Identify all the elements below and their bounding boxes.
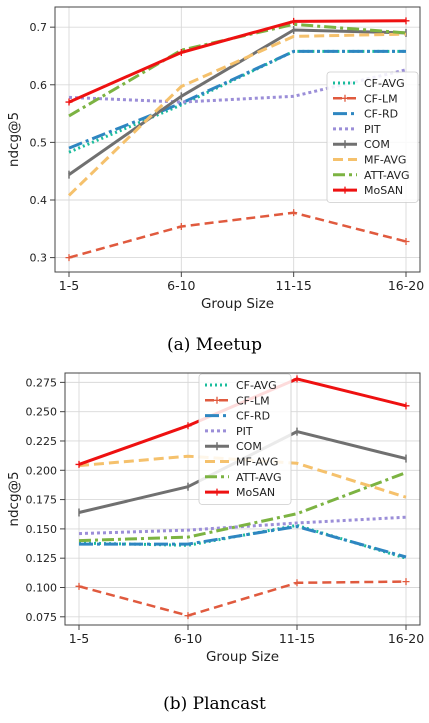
legend-marker bbox=[213, 488, 221, 496]
legend-marker bbox=[213, 396, 221, 404]
series-mosan bbox=[65, 17, 410, 106]
y-axis-label: ndcg@5 bbox=[6, 471, 22, 526]
x-tick-label: 16-20 bbox=[388, 278, 424, 293]
legend: CF-AVG CF-LM CF-RD PIT COM MF-AVG ATT-AVG MoSAN bbox=[198, 373, 292, 505]
legend: CF-AVG CF-LM CF-RD PIT COM MF-AVG ATT-AVG MoSAN bbox=[326, 71, 419, 203]
data-point bbox=[290, 209, 298, 217]
series-line bbox=[68, 28, 407, 176]
legend-label: ATT-AVG bbox=[236, 471, 282, 484]
plancast-figure: 0.075 0.100 0.125 0.150 0.175 0.200 0.225 0.250… bbox=[0, 362, 429, 723]
y-tick-label: 0.4 bbox=[30, 194, 48, 207]
series-cf-lm bbox=[65, 209, 410, 262]
series-cf-lm bbox=[75, 578, 410, 620]
series-line bbox=[78, 580, 407, 617]
legend-box bbox=[326, 71, 419, 203]
legend-label: CF-AVG bbox=[364, 77, 405, 90]
x-tick-label: 11-15 bbox=[276, 278, 312, 293]
data-point bbox=[402, 17, 410, 25]
series-line bbox=[67, 32, 407, 197]
data-point bbox=[402, 578, 410, 586]
meetup-caption: (a) Meetup bbox=[167, 335, 262, 355]
y-tick-label: 0.5 bbox=[30, 136, 48, 149]
series-line bbox=[68, 49, 406, 154]
data-point bbox=[402, 237, 410, 245]
legend-label: COM bbox=[236, 440, 262, 453]
series-att-avg bbox=[78, 471, 407, 543]
plot-frame bbox=[64, 372, 421, 626]
y-axis-label: ndcg@5 bbox=[6, 112, 22, 167]
y-tick-label: 0.225 bbox=[26, 435, 58, 448]
y-tick-label: 0.7 bbox=[30, 21, 48, 34]
series-com bbox=[68, 26, 407, 179]
series-cf-rd bbox=[68, 49, 406, 150]
x-axis-label: Group Size bbox=[201, 296, 274, 312]
y-tick-label: 0.6 bbox=[30, 79, 48, 92]
legend-label: CF-LM bbox=[364, 92, 398, 105]
legend-label: CF-LM bbox=[236, 394, 270, 407]
series-mf-avg bbox=[67, 32, 407, 197]
series-line bbox=[68, 211, 407, 259]
data-point bbox=[65, 254, 73, 262]
data-point bbox=[184, 422, 192, 430]
legend-label: CF-AVG bbox=[236, 379, 277, 392]
series-mf-avg bbox=[78, 454, 407, 499]
legend-label: CF-RD bbox=[236, 410, 270, 423]
series-cf-rd bbox=[79, 525, 407, 559]
x-axis-label: Group Size bbox=[206, 649, 279, 665]
y-tick-label: 0.100 bbox=[26, 581, 58, 594]
data-point bbox=[177, 222, 185, 230]
plancast-caption: (b) Plancast bbox=[163, 694, 266, 714]
data-point bbox=[293, 375, 301, 383]
y-tick-label: 0.200 bbox=[26, 464, 58, 477]
y-tick-label: 0.250 bbox=[26, 406, 58, 419]
y-tick-label: 0.075 bbox=[26, 611, 58, 624]
x-tick-label: 1-5 bbox=[69, 631, 89, 646]
x-tick-label: 16-20 bbox=[388, 631, 424, 646]
y-tick-label: 0.175 bbox=[26, 494, 58, 507]
data-point bbox=[65, 98, 73, 106]
legend-label: PIT bbox=[236, 425, 253, 438]
legend-label: MoSAN bbox=[236, 486, 275, 499]
legend-label: MF-AVG bbox=[236, 456, 278, 469]
data-point bbox=[184, 612, 192, 620]
series-line bbox=[68, 49, 406, 150]
series-line bbox=[78, 471, 407, 543]
meetup-chart: 0.3 0.4 0.5 0.6 0.7 1-5 6-10 11-15 16-20 Group Si… bbox=[6, 6, 424, 312]
legend-label: PIT bbox=[364, 123, 381, 136]
legend-label: CF-RD bbox=[364, 108, 398, 121]
data-point bbox=[177, 49, 185, 57]
data-point bbox=[290, 17, 298, 25]
y-tick-label: 0.125 bbox=[26, 552, 58, 565]
x-tick-label: 11-15 bbox=[279, 631, 315, 646]
legend-label: COM bbox=[364, 138, 390, 151]
series-line bbox=[79, 525, 407, 559]
legend-label: MF-AVG bbox=[364, 154, 406, 167]
plancast-chart: 0.075 0.100 0.125 0.150 0.175 0.200 0.225 0.250… bbox=[6, 372, 424, 665]
legend-label: MoSAN bbox=[364, 184, 403, 197]
data-point bbox=[402, 402, 410, 410]
legend-marker bbox=[341, 94, 349, 102]
y-tick-label: 0.275 bbox=[26, 376, 58, 389]
data-point bbox=[293, 579, 301, 587]
data-point bbox=[75, 582, 83, 590]
x-tick-label: 1-5 bbox=[59, 278, 79, 293]
series-cf-avg bbox=[68, 49, 406, 154]
meetup-figure: 0.3 0.4 0.5 0.6 0.7 1-5 6-10 11-15 16-20 Group Si… bbox=[6, 6, 424, 355]
x-tick-label: 6-10 bbox=[174, 631, 202, 646]
y-tick-label: 0.3 bbox=[30, 252, 48, 265]
legend-box bbox=[198, 373, 292, 505]
x-tick-label: 6-10 bbox=[167, 278, 195, 293]
data-point bbox=[75, 460, 83, 468]
series-line bbox=[68, 19, 407, 104]
legend-label: ATT-AVG bbox=[364, 169, 410, 182]
plot-frame bbox=[54, 6, 421, 273]
legend-marker bbox=[341, 186, 349, 194]
y-tick-label: 0.150 bbox=[26, 523, 58, 536]
series-line bbox=[78, 454, 407, 499]
